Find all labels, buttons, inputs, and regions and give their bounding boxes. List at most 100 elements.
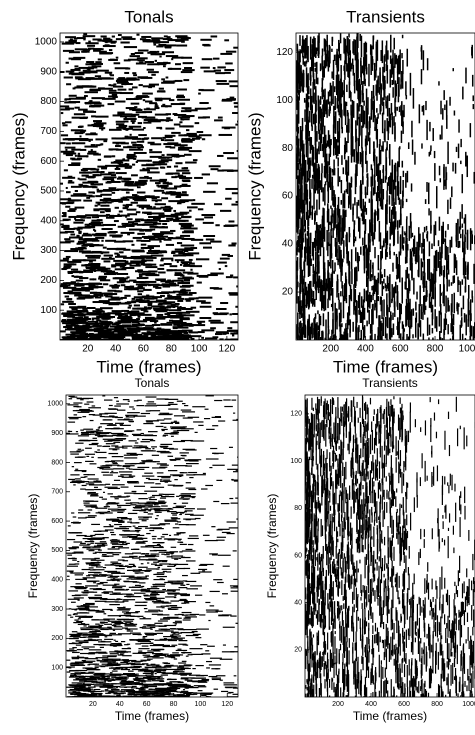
texture — [132, 128, 145, 131]
texture — [71, 466, 75, 468]
texture — [77, 599, 80, 601]
texture — [361, 161, 364, 184]
texture — [154, 203, 166, 206]
texture — [381, 145, 383, 152]
texture — [81, 251, 94, 254]
texture — [309, 88, 312, 111]
texture — [74, 189, 78, 192]
texture — [188, 135, 200, 138]
texture — [173, 658, 178, 660]
texture — [344, 38, 347, 62]
texture — [115, 56, 119, 59]
texture — [458, 240, 461, 248]
texture — [389, 113, 392, 128]
texture — [148, 216, 159, 219]
texture — [180, 38, 189, 41]
texture — [381, 40, 384, 64]
texture — [328, 277, 331, 291]
texture — [81, 234, 93, 237]
texture — [125, 78, 136, 81]
texture — [301, 323, 303, 340]
texture — [185, 465, 192, 467]
texture — [94, 488, 102, 491]
texture — [365, 270, 368, 287]
texture — [160, 323, 173, 326]
texture — [352, 207, 354, 222]
texture — [105, 504, 109, 506]
texture — [122, 659, 129, 661]
texture — [142, 318, 156, 321]
texture — [333, 86, 336, 93]
texture — [431, 327, 434, 334]
texture — [172, 290, 187, 293]
texture — [343, 226, 346, 232]
texture — [380, 250, 382, 260]
texture — [314, 257, 317, 275]
texture — [135, 506, 146, 508]
texture — [354, 173, 357, 195]
texture — [339, 246, 341, 267]
texture — [366, 107, 368, 129]
texture — [315, 239, 317, 246]
texture — [385, 284, 387, 292]
texture — [118, 124, 128, 127]
texture — [296, 221, 298, 233]
texture — [469, 312, 471, 333]
texture — [80, 476, 86, 478]
texture — [382, 165, 385, 184]
texture — [302, 313, 304, 321]
texture — [90, 561, 102, 564]
texture — [151, 207, 162, 210]
texture — [82, 307, 88, 310]
texture — [198, 92, 201, 95]
texture — [139, 176, 147, 179]
texture — [93, 683, 106, 685]
texture — [82, 167, 96, 170]
texture — [148, 558, 157, 560]
texture — [165, 55, 179, 58]
texture — [167, 305, 179, 308]
texture — [471, 74, 474, 87]
texture — [149, 283, 160, 286]
texture — [374, 154, 376, 178]
texture — [110, 689, 119, 691]
texture — [152, 297, 158, 300]
texture — [207, 274, 218, 277]
texture — [99, 316, 113, 319]
texture — [72, 410, 78, 412]
texture — [93, 120, 102, 123]
texture — [331, 168, 334, 173]
texture — [114, 599, 120, 601]
texture — [109, 148, 113, 151]
texture — [99, 327, 109, 330]
texture — [91, 115, 96, 118]
texture — [74, 48, 87, 51]
texture — [202, 116, 210, 119]
texture — [386, 65, 389, 84]
texture — [108, 148, 119, 151]
texture — [230, 274, 234, 277]
texture — [309, 157, 311, 178]
texture — [68, 51, 80, 54]
texture — [148, 609, 161, 611]
texture — [167, 607, 172, 609]
texture — [104, 440, 113, 442]
texture — [140, 239, 151, 242]
texture — [120, 474, 132, 476]
texture — [169, 146, 176, 149]
texture — [155, 251, 162, 254]
texture — [317, 95, 320, 111]
texture — [459, 233, 462, 239]
texture — [384, 224, 387, 243]
texture — [96, 319, 102, 322]
texture — [376, 206, 379, 222]
texture — [224, 69, 235, 72]
texture — [183, 225, 192, 228]
texture — [428, 324, 431, 335]
texture — [299, 171, 301, 192]
texture — [376, 291, 378, 313]
texture — [371, 285, 373, 291]
texture — [156, 50, 160, 53]
texture — [372, 35, 374, 50]
texture — [106, 272, 119, 275]
